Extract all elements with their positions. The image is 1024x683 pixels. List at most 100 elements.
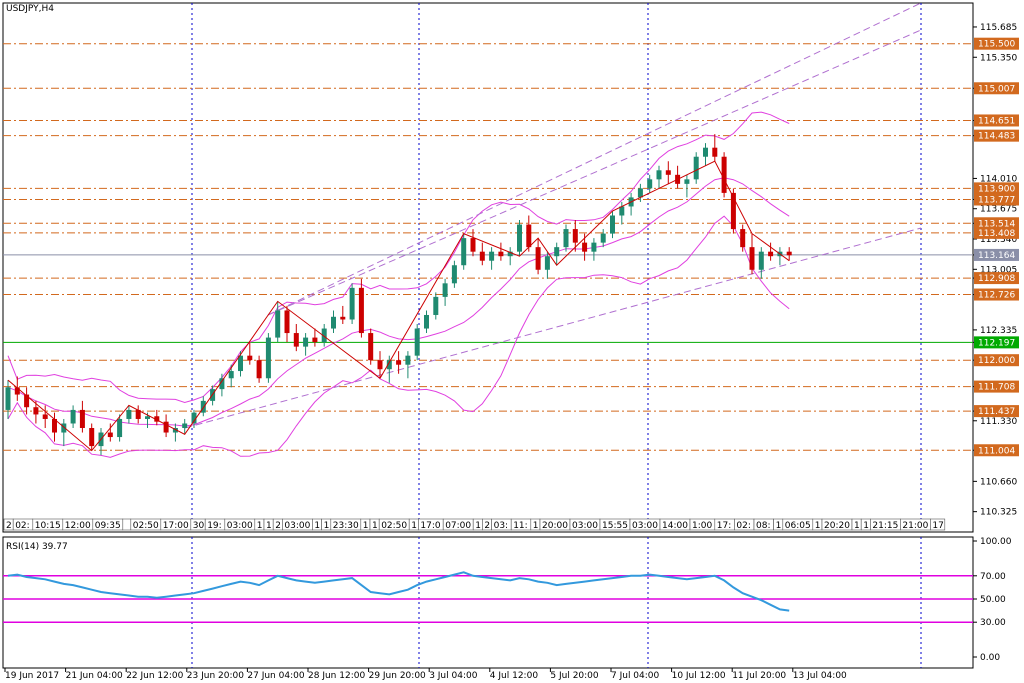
price-tick-label: 110.660 [980,477,1017,487]
candle-body [200,400,206,413]
candle-body [321,328,327,343]
candle-body [89,428,95,447]
candle-body [284,310,290,334]
candle-body [637,188,643,198]
price-tag-label: 113.164 [978,251,1015,261]
candle-body [303,337,309,347]
candle-body [377,360,383,370]
session-marker-label: 02:50 [133,521,159,531]
session-marker-label: 1 [854,521,860,531]
price-tag-label: 115.007 [978,84,1015,94]
session-marker-label: 2 [484,521,490,531]
candle-body [610,215,615,234]
session-marker [930,518,946,531]
candle-body [730,192,736,230]
session-marker-label: 14:00 [662,521,688,531]
session-marker-label: 2 [275,521,281,531]
candle-body [517,224,522,252]
price-tag-label: 111.437 [978,407,1015,417]
time-label: 22 Jun 12:00 [126,671,183,681]
candle-body [33,407,39,415]
time-label: 13 Jul 04:00 [793,671,847,681]
price-tag [974,444,1019,457]
candle-body [535,247,541,270]
candle-body [786,251,792,256]
candle-body [442,283,448,297]
candle-body [275,310,281,338]
session-markers: 2 02: 10:15 12:00 09:35 02:50 17:00 30 19: 03:00 1… [3,518,946,531]
time-axis: 19 Jun 2017 21 Jun 04:00 22 Jun 12:00 23 Ju… [4,668,847,681]
price-tag [974,114,1019,127]
candle-body [721,156,727,193]
candle-body [544,256,550,270]
candle-body [591,242,597,252]
candle-body [265,337,271,379]
candle-body [489,251,495,261]
price-tag [974,380,1019,393]
session-marker-label: 11: [513,521,527,531]
session-marker-label: 03: [494,521,508,531]
session-marker-label: 03:00 [284,521,310,531]
candle-body [498,251,504,257]
session-marker-label: 17:0 [420,521,440,531]
session-marker-label: 1 [475,521,481,531]
candle-body [135,409,141,419]
price-tag-label: 115.500 [978,40,1015,50]
price-tag [974,288,1019,301]
price-tag-label: 114.483 [978,132,1015,142]
session-marker-label: 20:00 [542,521,568,531]
zigzag-path [7,160,790,452]
price-axis: 115.685 115.350 115.007 114.651 114.483 114.0… [973,23,1019,518]
bollinger-bands [7,111,790,458]
candle-body [79,409,85,429]
candle-body [563,229,569,248]
trend-channel [184,2,922,429]
session-marker-label: 19: [207,521,221,531]
candle-body [461,238,467,266]
candle-body [5,387,11,410]
session-marker-label: 1:00 [692,521,712,531]
session-marker [122,518,132,531]
candle-body [684,179,690,184]
price-tag [974,354,1019,367]
candle-body [582,242,588,252]
price-tag-label: 111.708 [978,383,1015,393]
rsi-tick-label: 30.00 [980,618,1006,628]
candle-body [228,371,234,379]
session-marker-label: 23:30 [333,521,359,531]
rsi-tick-label: 100.00 [980,537,1012,547]
candle-body [14,387,20,395]
rsi-line [7,571,790,612]
candle-body [358,287,364,334]
grid [2,2,974,669]
rsi-title: RSI(14) 39.77 [6,542,68,552]
price-tick-label: 115.685 [980,23,1017,33]
middle-band [7,177,790,427]
candle-body [163,421,169,433]
price-tag-label: 112.726 [978,291,1015,301]
candle-body [526,224,532,248]
session-marker-label: 1 [314,521,320,531]
price-tag-label: 113.777 [978,195,1015,205]
candle-body [219,378,225,390]
channel-lower-line [184,227,922,429]
price-tick-label: 115.350 [980,53,1017,63]
candle-body [396,360,402,365]
session-marker-label: 1 [411,521,417,531]
candle-body [154,416,160,422]
time-label: 11 Jul 20:00 [732,671,786,681]
price-tick-label: 113.675 [980,205,1017,215]
candle-body [42,414,48,419]
price-tag-label: 113.408 [978,229,1015,239]
candle-body [61,423,67,433]
candle-body [647,179,653,189]
channel-upper-line [267,2,922,316]
candle-body [331,316,336,329]
price-tag [974,336,1019,349]
candle-body [749,247,755,270]
session-marker-label: 1 [324,521,330,531]
price-tag [974,37,1019,50]
candle-body [740,229,746,248]
session-marker-label: 1 [533,521,539,531]
